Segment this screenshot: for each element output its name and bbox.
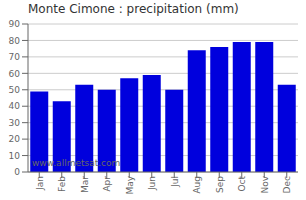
svg-text:80: 80 bbox=[9, 36, 21, 46]
svg-text:Feb: Feb bbox=[57, 176, 67, 192]
svg-text:Oct: Oct bbox=[237, 176, 247, 192]
svg-text:Jun: Jun bbox=[147, 176, 157, 191]
svg-text:70: 70 bbox=[9, 52, 21, 62]
svg-text:Sep: Sep bbox=[215, 176, 225, 193]
svg-text:30: 30 bbox=[9, 118, 21, 128]
html-text:www.allmetsat.com: www.allmetsat.com bbox=[32, 158, 121, 168]
html-text:Monte Cimone : precipitation (: Monte Cimone : precipitation (mm) bbox=[28, 2, 239, 16]
svg-text:Jul: Jul bbox=[170, 176, 180, 188]
svg-text:May: May bbox=[125, 175, 135, 194]
svg-text:0: 0 bbox=[14, 167, 20, 177]
svg-text:60: 60 bbox=[9, 69, 21, 79]
svg-text:Mar: Mar bbox=[80, 176, 90, 193]
svg-text:50: 50 bbox=[9, 85, 21, 95]
svg-text:Nov: Nov bbox=[260, 175, 270, 193]
svg-text:Apr: Apr bbox=[102, 176, 112, 192]
svg-text:90: 90 bbox=[9, 19, 21, 29]
svg-text:20: 20 bbox=[9, 134, 21, 144]
svg-text:Dec: Dec bbox=[282, 176, 292, 193]
svg-text:10: 10 bbox=[9, 151, 21, 161]
svg-text:Aug: Aug bbox=[192, 176, 202, 194]
svg-text:40: 40 bbox=[9, 101, 21, 111]
svg-text:Jan: Jan bbox=[35, 176, 45, 191]
